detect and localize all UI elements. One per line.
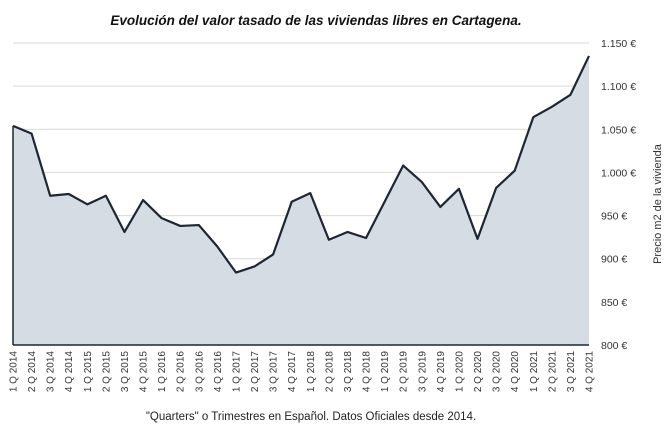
x-tick-label: 2 Q 2014 bbox=[27, 351, 38, 393]
x-tick-label: 4 Q 2020 bbox=[510, 351, 521, 393]
series-line bbox=[12, 55, 590, 274]
y-tick-label: 1.150 € bbox=[601, 38, 636, 50]
x-tick-label: 1 Q 2017 bbox=[231, 351, 242, 393]
x-tick-label: 2 Q 2015 bbox=[101, 351, 112, 393]
x-tick-label: 2 Q 2016 bbox=[176, 351, 187, 393]
y-tick-label: 850 € bbox=[601, 297, 627, 309]
x-tick-label: 4 Q 2017 bbox=[287, 351, 298, 393]
x-tick-label: 3 Q 2020 bbox=[492, 351, 503, 393]
x-tick-label: 3 Q 2014 bbox=[46, 351, 57, 393]
x-tick-label: 2 Q 2019 bbox=[399, 351, 410, 393]
chart-caption: "Quarters" o Trimestres en Español. Dato… bbox=[145, 411, 477, 423]
area-fill bbox=[13, 55, 589, 345]
y-tick-label: 800 € bbox=[601, 340, 627, 352]
x-tick-label: 1 Q 2016 bbox=[157, 351, 168, 393]
x-tick-label: 2 Q 2017 bbox=[250, 351, 261, 393]
y-tick-labels: 800 € 850 € 900 € 950 € 1.000 € 1.050 € 1.100 … bbox=[601, 38, 636, 352]
x-tick-label: 4 Q 2015 bbox=[139, 351, 150, 393]
x-tick-label: 4 Q 2021 bbox=[585, 351, 596, 393]
x-tick-label: 1 Q 2014 bbox=[9, 351, 20, 393]
x-tick-label: 1 Q 2018 bbox=[306, 351, 317, 393]
x-tick-label: 2 Q 2020 bbox=[473, 351, 484, 393]
x-tick-label: 3 Q 2016 bbox=[194, 351, 205, 393]
chart-title: Evolución del valor tasado de las vivien… bbox=[110, 13, 522, 28]
x-tick-label: 4 Q 2019 bbox=[436, 351, 447, 393]
y-tick-label: 950 € bbox=[601, 211, 627, 223]
x-tick-label: 3 Q 2018 bbox=[343, 351, 354, 393]
x-tick-label: 4 Q 2018 bbox=[362, 351, 373, 393]
x-tick-label: 4 Q 2014 bbox=[64, 351, 75, 393]
y-axis-label: Precio m2 de la vivienda bbox=[652, 143, 664, 264]
y-tick-label: 1.000 € bbox=[601, 167, 636, 179]
x-tick-label: 2 Q 2018 bbox=[324, 351, 335, 393]
x-tick-labels: 1 Q 2014 2 Q 2014 3 Q 2014 4 Q 2014 1 Q 2015… bbox=[9, 351, 596, 393]
x-tick-label: 3 Q 2019 bbox=[417, 351, 428, 393]
x-tick-label: 1 Q 2021 bbox=[529, 351, 540, 393]
y-tick-label: 1.100 € bbox=[601, 81, 636, 93]
y-tick-label: 900 € bbox=[601, 254, 627, 266]
x-tick-label: 3 Q 2017 bbox=[269, 351, 280, 393]
y-tick-label: 1.050 € bbox=[601, 124, 636, 136]
x-tick-label: 2 Q 2021 bbox=[547, 351, 558, 393]
x-tick-label: 4 Q 2016 bbox=[213, 351, 224, 393]
x-tick-label: 1 Q 2020 bbox=[454, 351, 465, 393]
x-tick-label: 1 Q 2019 bbox=[380, 351, 391, 393]
x-tick-label: 1 Q 2015 bbox=[83, 351, 94, 393]
x-tick-label: 3 Q 2021 bbox=[566, 351, 577, 393]
x-tick-label: 3 Q 2015 bbox=[120, 351, 131, 393]
